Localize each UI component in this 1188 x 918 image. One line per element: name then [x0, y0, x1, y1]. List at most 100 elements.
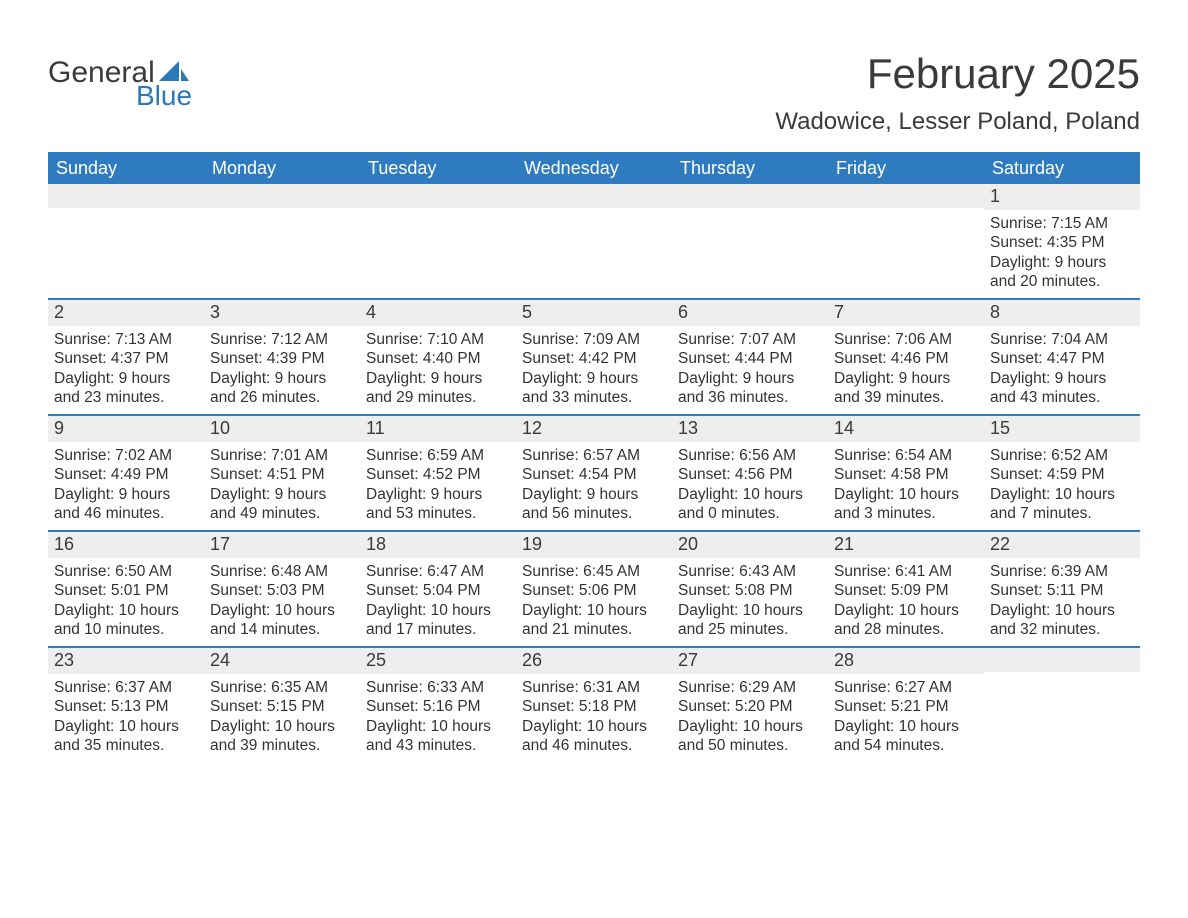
- sunrise-line: Sunrise: 7:01 AM: [210, 446, 354, 465]
- day-details: Sunrise: 6:57 AMSunset: 4:54 PMDaylight:…: [516, 442, 672, 530]
- daylight-line: Daylight: 10 hours and 10 minutes.: [54, 601, 198, 640]
- sunset-line: Sunset: 4:40 PM: [366, 349, 510, 368]
- sunrise-line: Sunrise: 6:27 AM: [834, 678, 978, 697]
- daylight-line: Daylight: 10 hours and 3 minutes.: [834, 485, 978, 524]
- sunrise-line: Sunrise: 6:50 AM: [54, 562, 198, 581]
- day-number: 7: [828, 300, 984, 326]
- day-number: [984, 648, 1140, 672]
- sunrise-line: Sunrise: 6:47 AM: [366, 562, 510, 581]
- sunrise-line: Sunrise: 6:31 AM: [522, 678, 666, 697]
- day-details: Sunrise: 7:12 AMSunset: 4:39 PMDaylight:…: [204, 326, 360, 414]
- day-details: Sunrise: 6:33 AMSunset: 5:16 PMDaylight:…: [360, 674, 516, 762]
- day-details: Sunrise: 7:07 AMSunset: 4:44 PMDaylight:…: [672, 326, 828, 414]
- day-details: Sunrise: 6:37 AMSunset: 5:13 PMDaylight:…: [48, 674, 204, 762]
- day-number: [828, 184, 984, 208]
- day-details: Sunrise: 6:31 AMSunset: 5:18 PMDaylight:…: [516, 674, 672, 762]
- weekday-header: Monday: [204, 152, 360, 184]
- daylight-line: Daylight: 10 hours and 14 minutes.: [210, 601, 354, 640]
- sunset-line: Sunset: 5:09 PM: [834, 581, 978, 600]
- daylight-line: Daylight: 9 hours and 56 minutes.: [522, 485, 666, 524]
- weekday-header-row: Sunday Monday Tuesday Wednesday Thursday…: [48, 152, 1140, 184]
- day-number: 23: [48, 648, 204, 674]
- calendar-day: 6Sunrise: 7:07 AMSunset: 4:44 PMDaylight…: [672, 300, 828, 414]
- day-details: [984, 672, 1140, 682]
- sunset-line: Sunset: 5:15 PM: [210, 697, 354, 716]
- daylight-line: Daylight: 10 hours and 21 minutes.: [522, 601, 666, 640]
- sunrise-line: Sunrise: 6:59 AM: [366, 446, 510, 465]
- calendar-day: 3Sunrise: 7:12 AMSunset: 4:39 PMDaylight…: [204, 300, 360, 414]
- day-details: Sunrise: 7:15 AMSunset: 4:35 PMDaylight:…: [984, 210, 1140, 298]
- sunrise-line: Sunrise: 7:10 AM: [366, 330, 510, 349]
- calendar-day: 13Sunrise: 6:56 AMSunset: 4:56 PMDayligh…: [672, 416, 828, 530]
- daylight-line: Daylight: 10 hours and 32 minutes.: [990, 601, 1134, 640]
- sunset-line: Sunset: 4:47 PM: [990, 349, 1134, 368]
- day-number: 1: [984, 184, 1140, 210]
- sunset-line: Sunset: 4:56 PM: [678, 465, 822, 484]
- title-block: February 2025 Wadowice, Lesser Poland, P…: [775, 50, 1140, 146]
- day-number: [672, 184, 828, 208]
- sunset-line: Sunset: 5:13 PM: [54, 697, 198, 716]
- daylight-line: Daylight: 9 hours and 46 minutes.: [54, 485, 198, 524]
- calendar-day: 10Sunrise: 7:01 AMSunset: 4:51 PMDayligh…: [204, 416, 360, 530]
- calendar-day: 15Sunrise: 6:52 AMSunset: 4:59 PMDayligh…: [984, 416, 1140, 530]
- day-number: 2: [48, 300, 204, 326]
- sunset-line: Sunset: 4:54 PM: [522, 465, 666, 484]
- day-number: 8: [984, 300, 1140, 326]
- day-number: 13: [672, 416, 828, 442]
- day-details: Sunrise: 6:41 AMSunset: 5:09 PMDaylight:…: [828, 558, 984, 646]
- sunset-line: Sunset: 4:52 PM: [366, 465, 510, 484]
- sunrise-line: Sunrise: 6:54 AM: [834, 446, 978, 465]
- day-number: 6: [672, 300, 828, 326]
- calendar-week: 1Sunrise: 7:15 AMSunset: 4:35 PMDaylight…: [48, 184, 1140, 298]
- sunset-line: Sunset: 5:04 PM: [366, 581, 510, 600]
- calendar-day: 22Sunrise: 6:39 AMSunset: 5:11 PMDayligh…: [984, 532, 1140, 646]
- month-title: February 2025: [775, 50, 1140, 98]
- calendar-day: 21Sunrise: 6:41 AMSunset: 5:09 PMDayligh…: [828, 532, 984, 646]
- sunrise-line: Sunrise: 6:41 AM: [834, 562, 978, 581]
- sunrise-line: Sunrise: 7:04 AM: [990, 330, 1134, 349]
- sunrise-line: Sunrise: 7:13 AM: [54, 330, 198, 349]
- sunrise-line: Sunrise: 7:12 AM: [210, 330, 354, 349]
- day-number: 11: [360, 416, 516, 442]
- sunset-line: Sunset: 4:59 PM: [990, 465, 1134, 484]
- day-number: 27: [672, 648, 828, 674]
- calendar-day: 12Sunrise: 6:57 AMSunset: 4:54 PMDayligh…: [516, 416, 672, 530]
- calendar-day: [672, 184, 828, 298]
- sunset-line: Sunset: 4:42 PM: [522, 349, 666, 368]
- day-number: [204, 184, 360, 208]
- sunrise-line: Sunrise: 6:39 AM: [990, 562, 1134, 581]
- daylight-line: Daylight: 9 hours and 26 minutes.: [210, 369, 354, 408]
- day-details: Sunrise: 7:02 AMSunset: 4:49 PMDaylight:…: [48, 442, 204, 530]
- day-number: 5: [516, 300, 672, 326]
- day-number: [48, 184, 204, 208]
- sunrise-line: Sunrise: 6:48 AM: [210, 562, 354, 581]
- sunrise-line: Sunrise: 7:06 AM: [834, 330, 978, 349]
- calendar-day: [516, 184, 672, 298]
- day-number: 25: [360, 648, 516, 674]
- weekday-header: Thursday: [672, 152, 828, 184]
- day-details: [360, 208, 516, 218]
- sunrise-line: Sunrise: 7:15 AM: [990, 214, 1134, 233]
- daylight-line: Daylight: 9 hours and 39 minutes.: [834, 369, 978, 408]
- daylight-line: Daylight: 10 hours and 0 minutes.: [678, 485, 822, 524]
- day-details: Sunrise: 6:45 AMSunset: 5:06 PMDaylight:…: [516, 558, 672, 646]
- day-details: Sunrise: 6:29 AMSunset: 5:20 PMDaylight:…: [672, 674, 828, 762]
- day-details: [516, 208, 672, 218]
- day-number: 14: [828, 416, 984, 442]
- sunrise-line: Sunrise: 6:29 AM: [678, 678, 822, 697]
- calendar-week: 16Sunrise: 6:50 AMSunset: 5:01 PMDayligh…: [48, 530, 1140, 646]
- sunset-line: Sunset: 5:20 PM: [678, 697, 822, 716]
- calendar: Sunday Monday Tuesday Wednesday Thursday…: [48, 152, 1140, 762]
- day-number: 16: [48, 532, 204, 558]
- sunrise-line: Sunrise: 6:35 AM: [210, 678, 354, 697]
- day-details: Sunrise: 6:59 AMSunset: 4:52 PMDaylight:…: [360, 442, 516, 530]
- day-number: 24: [204, 648, 360, 674]
- calendar-day: 1Sunrise: 7:15 AMSunset: 4:35 PMDaylight…: [984, 184, 1140, 298]
- daylight-line: Daylight: 9 hours and 20 minutes.: [990, 253, 1134, 292]
- day-details: Sunrise: 6:54 AMSunset: 4:58 PMDaylight:…: [828, 442, 984, 530]
- sunset-line: Sunset: 5:01 PM: [54, 581, 198, 600]
- day-details: [48, 208, 204, 218]
- daylight-line: Daylight: 10 hours and 17 minutes.: [366, 601, 510, 640]
- brand-logo: General Blue: [48, 50, 192, 110]
- day-number: 19: [516, 532, 672, 558]
